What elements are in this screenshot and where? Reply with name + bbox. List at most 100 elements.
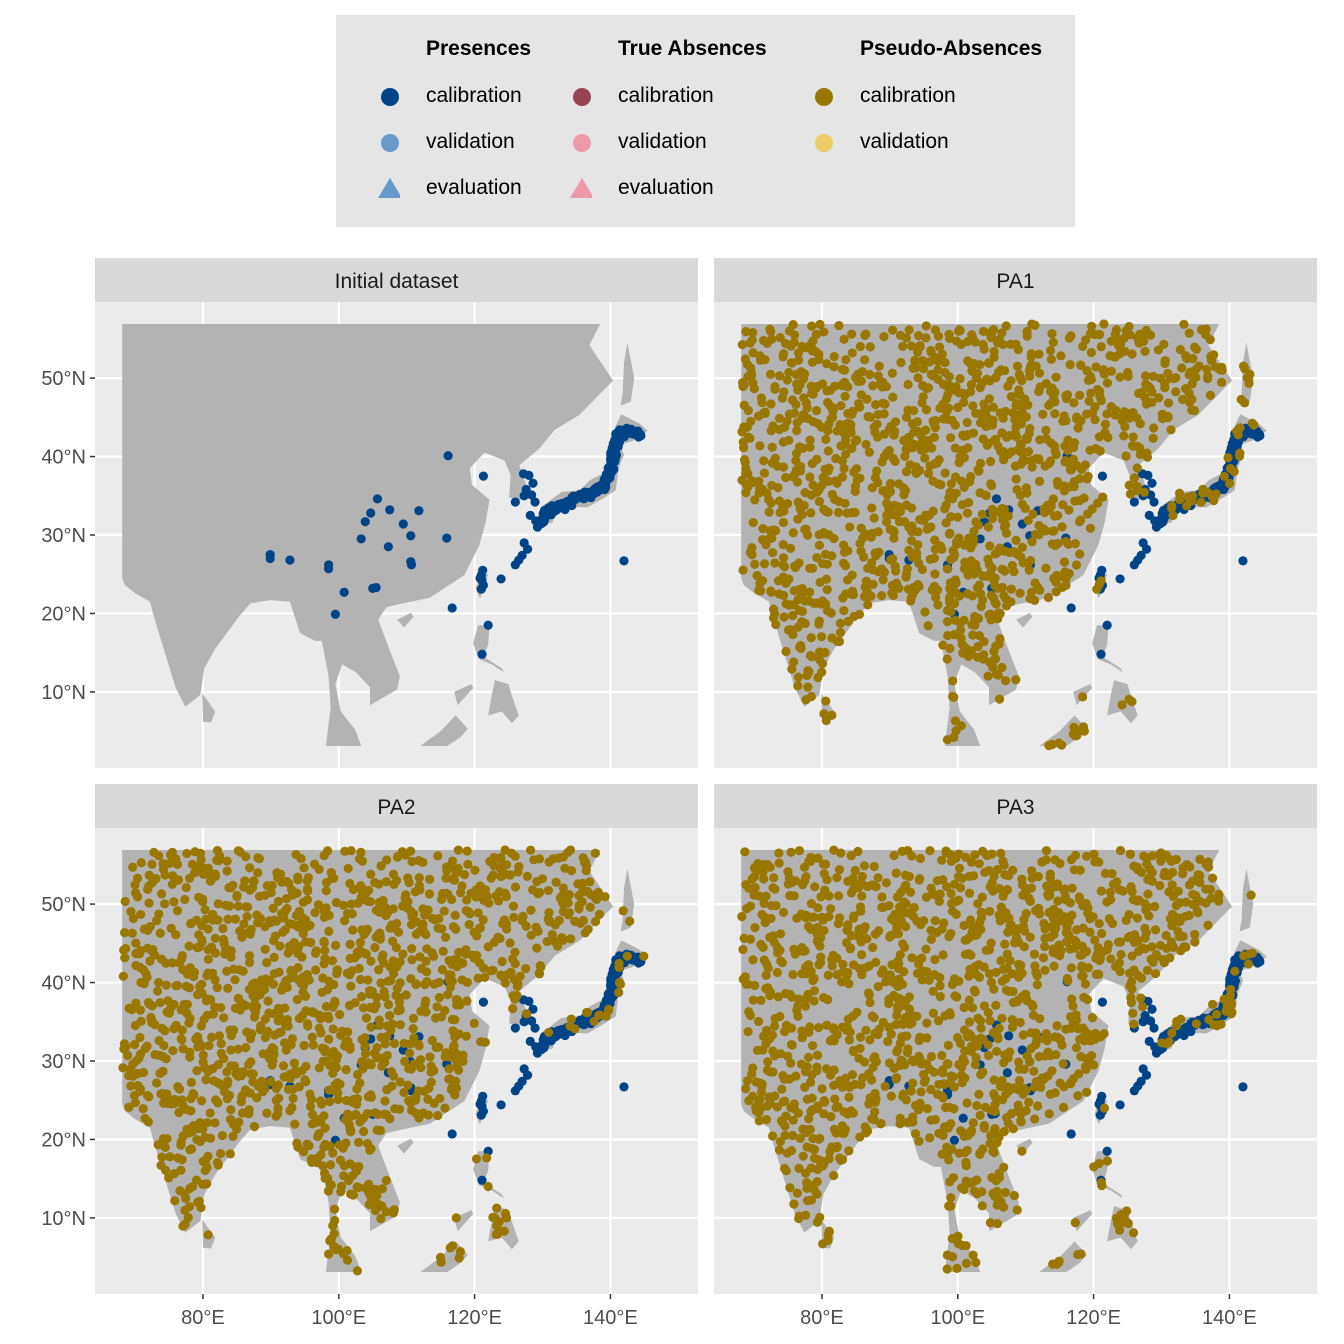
pseudo-absence-calibration-point [768, 1046, 778, 1056]
pseudo-absence-calibration-point [1135, 419, 1145, 429]
pseudo-absence-calibration-point [1074, 517, 1085, 527]
pseudo-absence-calibration-point [1036, 1082, 1046, 1093]
pseudo-absence-calibration-point [895, 330, 906, 340]
pseudo-absence-calibration-point [308, 1040, 318, 1050]
pseudo-absence-calibration-point [1038, 409, 1048, 419]
pseudo-absence-calibration-point [1236, 394, 1246, 405]
pseudo-absence-calibration-point [173, 1082, 183, 1092]
pseudo-absence-calibration-point [184, 1202, 195, 1212]
presence-calibration-point [371, 582, 381, 593]
pseudo-absence-calibration-point [787, 395, 798, 405]
pseudo-absence-calibration-point [442, 866, 452, 876]
pseudo-absence-calibration-point [784, 326, 795, 336]
presence-calibration-point [510, 497, 520, 507]
pseudo-absence-calibration-point [855, 1043, 865, 1054]
pseudo-absence-calibration-point [991, 669, 1002, 679]
pseudo-absence-calibration-point [979, 1001, 989, 1011]
pseudo-absence-calibration-point [354, 1162, 364, 1172]
pseudo-absence-calibration-point [920, 453, 930, 463]
pseudo-absence-calibration-point [223, 914, 233, 924]
pseudo-absence-calibration-point [1140, 371, 1151, 381]
presence-calibration-point [1097, 471, 1108, 481]
pseudo-absence-calibration-point [154, 851, 164, 861]
pseudo-absence-calibration-point [169, 1168, 179, 1179]
pseudo-absence-calibration-point [1034, 520, 1044, 531]
legend: Presences calibration validation evaluation… [336, 15, 1075, 227]
pseudo-absence-calibration-point [1086, 388, 1096, 398]
pseudo-absence-calibration-point [324, 926, 334, 936]
pseudo-absence-calibration-point [253, 868, 263, 878]
pseudo-absence-calibration-point [294, 920, 304, 930]
pseudo-absence-calibration-point [836, 441, 846, 451]
pseudo-absence-calibration-point [1202, 364, 1212, 374]
pseudo-absence-calibration-point [471, 1154, 482, 1164]
pseudo-absence-calibration-point [1212, 1009, 1222, 1020]
pseudo-absence-calibration-point [544, 916, 554, 927]
pseudo-absence-calibration-point [228, 1119, 238, 1129]
pseudo-absence-calibration-point [454, 947, 464, 958]
pseudo-absence-calibration-point [241, 1042, 251, 1053]
pseudo-absence-calibration-point [1009, 1190, 1019, 1201]
pseudo-absence-calibration-point [1029, 1066, 1039, 1076]
pseudo-absence-calibration-point [1099, 319, 1109, 329]
pseudo-absence-calibration-point [778, 560, 788, 570]
pseudo-absence-calibration-point [861, 1025, 871, 1035]
pseudo-absence-calibration-point [777, 1084, 787, 1094]
pseudo-absence-calibration-point [1136, 973, 1147, 983]
pseudo-absence-calibration-point [786, 1039, 797, 1050]
pseudo-absence-calibration-point [885, 486, 896, 497]
pseudo-absence-calibration-point [412, 917, 422, 927]
pseudo-absence-calibration-point [309, 859, 320, 869]
pseudo-absence-calibration-point [779, 349, 789, 359]
pseudo-absence-calibration-point [380, 1096, 390, 1106]
pseudo-absence-calibration-point [1091, 444, 1101, 454]
pseudo-absence-calibration-point [437, 965, 448, 975]
pseudo-absence-calibration-point [1086, 347, 1096, 358]
pseudo-absence-calibration-point [543, 885, 554, 896]
pseudo-absence-calibration-point [746, 371, 757, 381]
pseudo-absence-calibration-point [199, 1014, 209, 1025]
pseudo-absence-calibration-point [178, 1131, 188, 1141]
pseudo-absence-calibration-point [1245, 369, 1255, 380]
pseudo-absence-calibration-point [203, 954, 213, 964]
pseudo-absence-calibration-point [901, 412, 912, 422]
pseudo-absence-calibration-point [901, 467, 912, 477]
pseudo-absence-calibration-point [245, 885, 255, 895]
pseudo-absence-calibration-point [967, 366, 977, 376]
legend-circle-key [381, 134, 399, 152]
pseudo-absence-calibration-point [867, 1114, 877, 1124]
pseudo-absence-calibration-point [376, 861, 386, 871]
pseudo-absence-calibration-point [800, 1001, 811, 1011]
pseudo-absence-calibration-point [827, 633, 837, 643]
pseudo-absence-calibration-point [843, 876, 853, 887]
pseudo-absence-calibration-point [1007, 1022, 1018, 1032]
pseudo-absence-calibration-point [1102, 897, 1112, 907]
pseudo-absence-calibration-point [440, 932, 451, 942]
pseudo-absence-calibration-point [496, 871, 507, 881]
pseudo-absence-calibration-point [912, 417, 922, 427]
y-tick-label: 40°N [41, 447, 86, 469]
pseudo-absence-calibration-point [753, 411, 764, 421]
pseudo-absence-calibration-point [1139, 487, 1150, 497]
pseudo-absence-calibration-point [1055, 1078, 1065, 1088]
pseudo-absence-calibration-point [1041, 1029, 1051, 1039]
pseudo-absence-calibration-point [142, 1041, 152, 1051]
pseudo-absence-calibration-point [213, 1098, 223, 1108]
pseudo-absence-calibration-point [345, 1041, 355, 1051]
pseudo-absence-calibration-point [374, 965, 384, 975]
pseudo-absence-calibration-point [288, 1093, 298, 1103]
pseudo-absence-calibration-point [794, 1163, 804, 1173]
pseudo-absence-calibration-point [478, 915, 488, 925]
presence-calibration-point [1138, 1017, 1148, 1027]
pseudo-absence-calibration-point [508, 901, 519, 911]
pseudo-absence-calibration-point [923, 468, 934, 479]
pseudo-absence-calibration-point [1127, 951, 1137, 961]
pseudo-absence-calibration-point [983, 671, 993, 681]
pseudo-absence-calibration-point [280, 925, 290, 935]
pseudo-absence-calibration-point [315, 1014, 326, 1024]
pseudo-absence-calibration-point [910, 1100, 921, 1111]
pseudo-absence-calibration-point [384, 1011, 395, 1021]
pseudo-absence-calibration-point [1094, 329, 1105, 340]
pseudo-absence-calibration-point [1216, 377, 1227, 388]
pseudo-absence-calibration-point [160, 1026, 170, 1036]
